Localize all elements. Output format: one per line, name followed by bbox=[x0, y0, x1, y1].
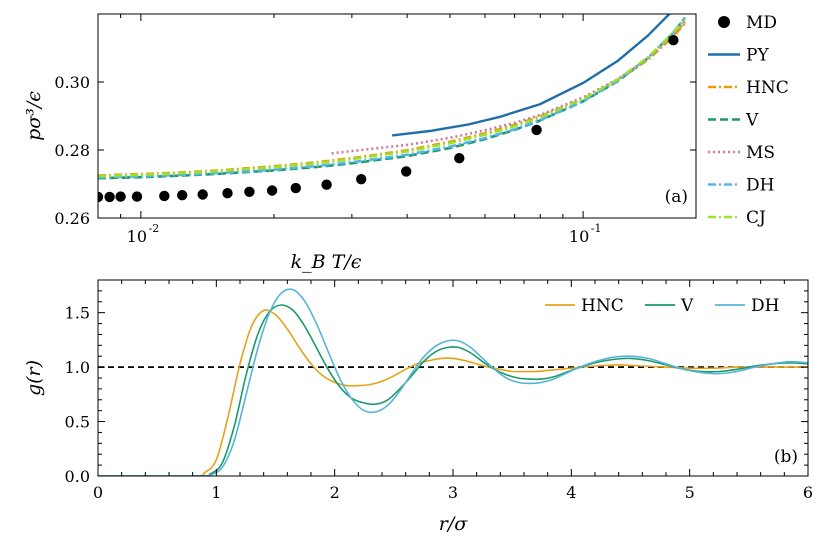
panel-a-label: (a) bbox=[665, 187, 688, 207]
md-point bbox=[115, 191, 126, 202]
md-point bbox=[290, 182, 301, 194]
legend-label-py: PY bbox=[746, 46, 769, 66]
panel-b-ticks: 0 1 2 3 4 5 6 0.0 0.5 1.0 1.5 bbox=[65, 280, 813, 502]
legend-label-dh: DH bbox=[746, 176, 774, 196]
y-tick-label: 0.30 bbox=[54, 73, 90, 92]
legend-label-dh: DH bbox=[751, 296, 779, 316]
md-point bbox=[177, 190, 188, 201]
legend-label-md: MD bbox=[746, 13, 777, 33]
x-tick-label: 3 bbox=[448, 483, 458, 502]
panel-b: 0 1 2 3 4 5 6 0.0 0.5 1.0 1.5 (b) r/σ g(r) HNC V DH bbox=[23, 279, 813, 535]
x-tick-label: 10 bbox=[569, 227, 589, 246]
x-tick-label: 10 bbox=[127, 227, 147, 246]
series-line-cj bbox=[98, 17, 686, 178]
y-tick-label: 0.26 bbox=[54, 209, 90, 228]
panel-b-legend: HNC V DH bbox=[545, 296, 779, 316]
md-point bbox=[197, 189, 208, 200]
y-tick-label: 0.5 bbox=[65, 413, 90, 432]
md-point bbox=[266, 185, 278, 196]
md-point bbox=[159, 190, 170, 202]
md-point bbox=[244, 186, 255, 197]
panel-a-ylabel: pσ³/ϵ bbox=[23, 91, 45, 141]
y-tick-label: 1.5 bbox=[65, 304, 90, 323]
legend-label-v: V bbox=[745, 111, 759, 131]
legend-label-hnc: HNC bbox=[581, 296, 624, 316]
series-line-v bbox=[98, 16, 687, 180]
panel-a-legend: MD PY HNC V MS DH CJ bbox=[708, 13, 789, 228]
legend-label-cj: CJ bbox=[746, 208, 766, 228]
md-point bbox=[104, 191, 115, 203]
x-tick-label: 4 bbox=[566, 483, 576, 502]
panel-b-label: (b) bbox=[774, 447, 798, 467]
x-tick-exponent: -2 bbox=[148, 222, 159, 235]
md-point bbox=[356, 174, 367, 185]
x-tick-label: 5 bbox=[685, 483, 695, 502]
md-point bbox=[321, 179, 332, 190]
md-point bbox=[222, 188, 233, 199]
series-line-py bbox=[391, 14, 672, 137]
md-point bbox=[98, 191, 104, 203]
y-tick-label: 0.0 bbox=[65, 467, 90, 486]
series-line-ms bbox=[331, 20, 686, 155]
panel-a-plot-area bbox=[98, 14, 687, 203]
legend-marker-md bbox=[718, 16, 730, 28]
panel-b-ylabel: g(r) bbox=[23, 360, 45, 396]
y-tick-label: 1.0 bbox=[65, 358, 90, 377]
series-line-dh bbox=[98, 288, 808, 476]
panel-b-xlabel: r/σ bbox=[439, 513, 468, 535]
legend-label-hnc: HNC bbox=[746, 78, 789, 98]
x-tick-label: 6 bbox=[803, 483, 813, 502]
x-tick-exponent: -1 bbox=[591, 222, 602, 235]
panel-b-plot-area bbox=[98, 288, 808, 476]
x-tick-label: 2 bbox=[330, 483, 340, 502]
legend-label-v: V bbox=[680, 296, 694, 316]
x-tick-label: 0 bbox=[93, 483, 103, 502]
series-line-hnc bbox=[98, 309, 808, 476]
legend-label-ms: MS bbox=[746, 143, 775, 163]
md-point bbox=[668, 35, 679, 46]
md-point bbox=[531, 124, 542, 136]
x-tick-label: 1 bbox=[211, 483, 221, 502]
panel-a-frame bbox=[97, 13, 697, 219]
y-tick-label: 0.28 bbox=[54, 141, 90, 160]
md-point bbox=[131, 191, 143, 202]
md-point bbox=[401, 166, 412, 177]
panel-b-frame bbox=[97, 279, 809, 477]
series-line-v bbox=[98, 304, 808, 476]
panel-a-xlabel: k_B T/ϵ bbox=[291, 251, 362, 273]
md-point bbox=[454, 153, 465, 164]
